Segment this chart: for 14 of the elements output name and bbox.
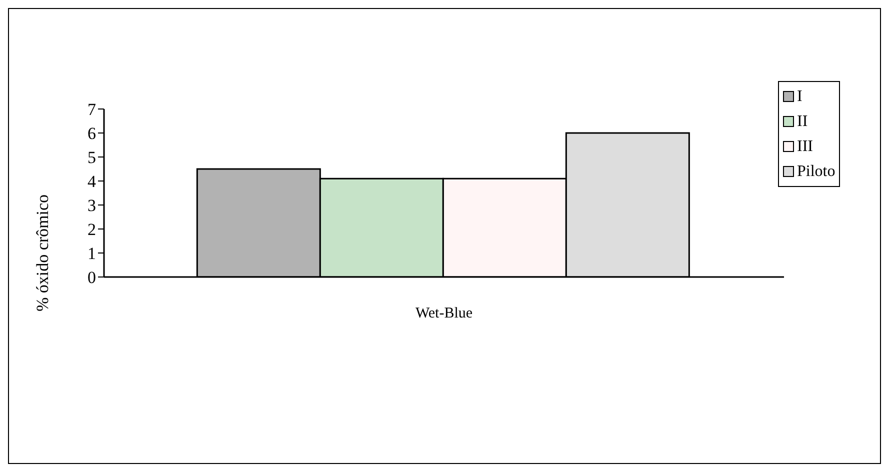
y-tick-label: 5 (88, 148, 96, 168)
legend-label: I (797, 88, 802, 106)
y-tick-label: 3 (88, 196, 96, 216)
y-tick-label: 6 (88, 124, 96, 144)
y-tick-label: 7 (88, 100, 96, 120)
x-tick-label: Wet-Blue (415, 306, 473, 322)
y-tick-label: 4 (88, 172, 96, 192)
y-tick-label: 2 (88, 220, 96, 240)
y-axis-title: % óxido crômico (33, 194, 52, 312)
y-tick-label: 1 (88, 244, 96, 264)
legend-label: III (797, 138, 813, 156)
legend-label: Piloto (797, 162, 836, 180)
y-tick-label: 0 (88, 268, 96, 288)
legend-label: II (797, 112, 808, 130)
